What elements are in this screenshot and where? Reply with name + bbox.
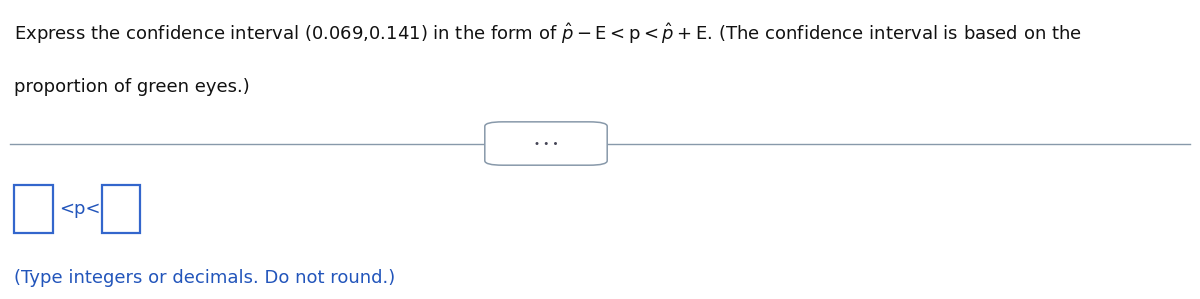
FancyBboxPatch shape (102, 185, 140, 233)
Text: (Type integers or decimals. Do not round.): (Type integers or decimals. Do not round… (14, 269, 396, 287)
Text: proportion of green eyes.): proportion of green eyes.) (14, 78, 250, 96)
Text: Express the confidence interval (0.069,0.141) in the form of $\hat{p}-$E$<$p$<\h: Express the confidence interval (0.069,0… (14, 21, 1082, 46)
Text: <p<: <p< (59, 200, 101, 218)
FancyBboxPatch shape (485, 122, 607, 165)
FancyBboxPatch shape (14, 185, 53, 233)
Text: • • •: • • • (534, 138, 558, 149)
